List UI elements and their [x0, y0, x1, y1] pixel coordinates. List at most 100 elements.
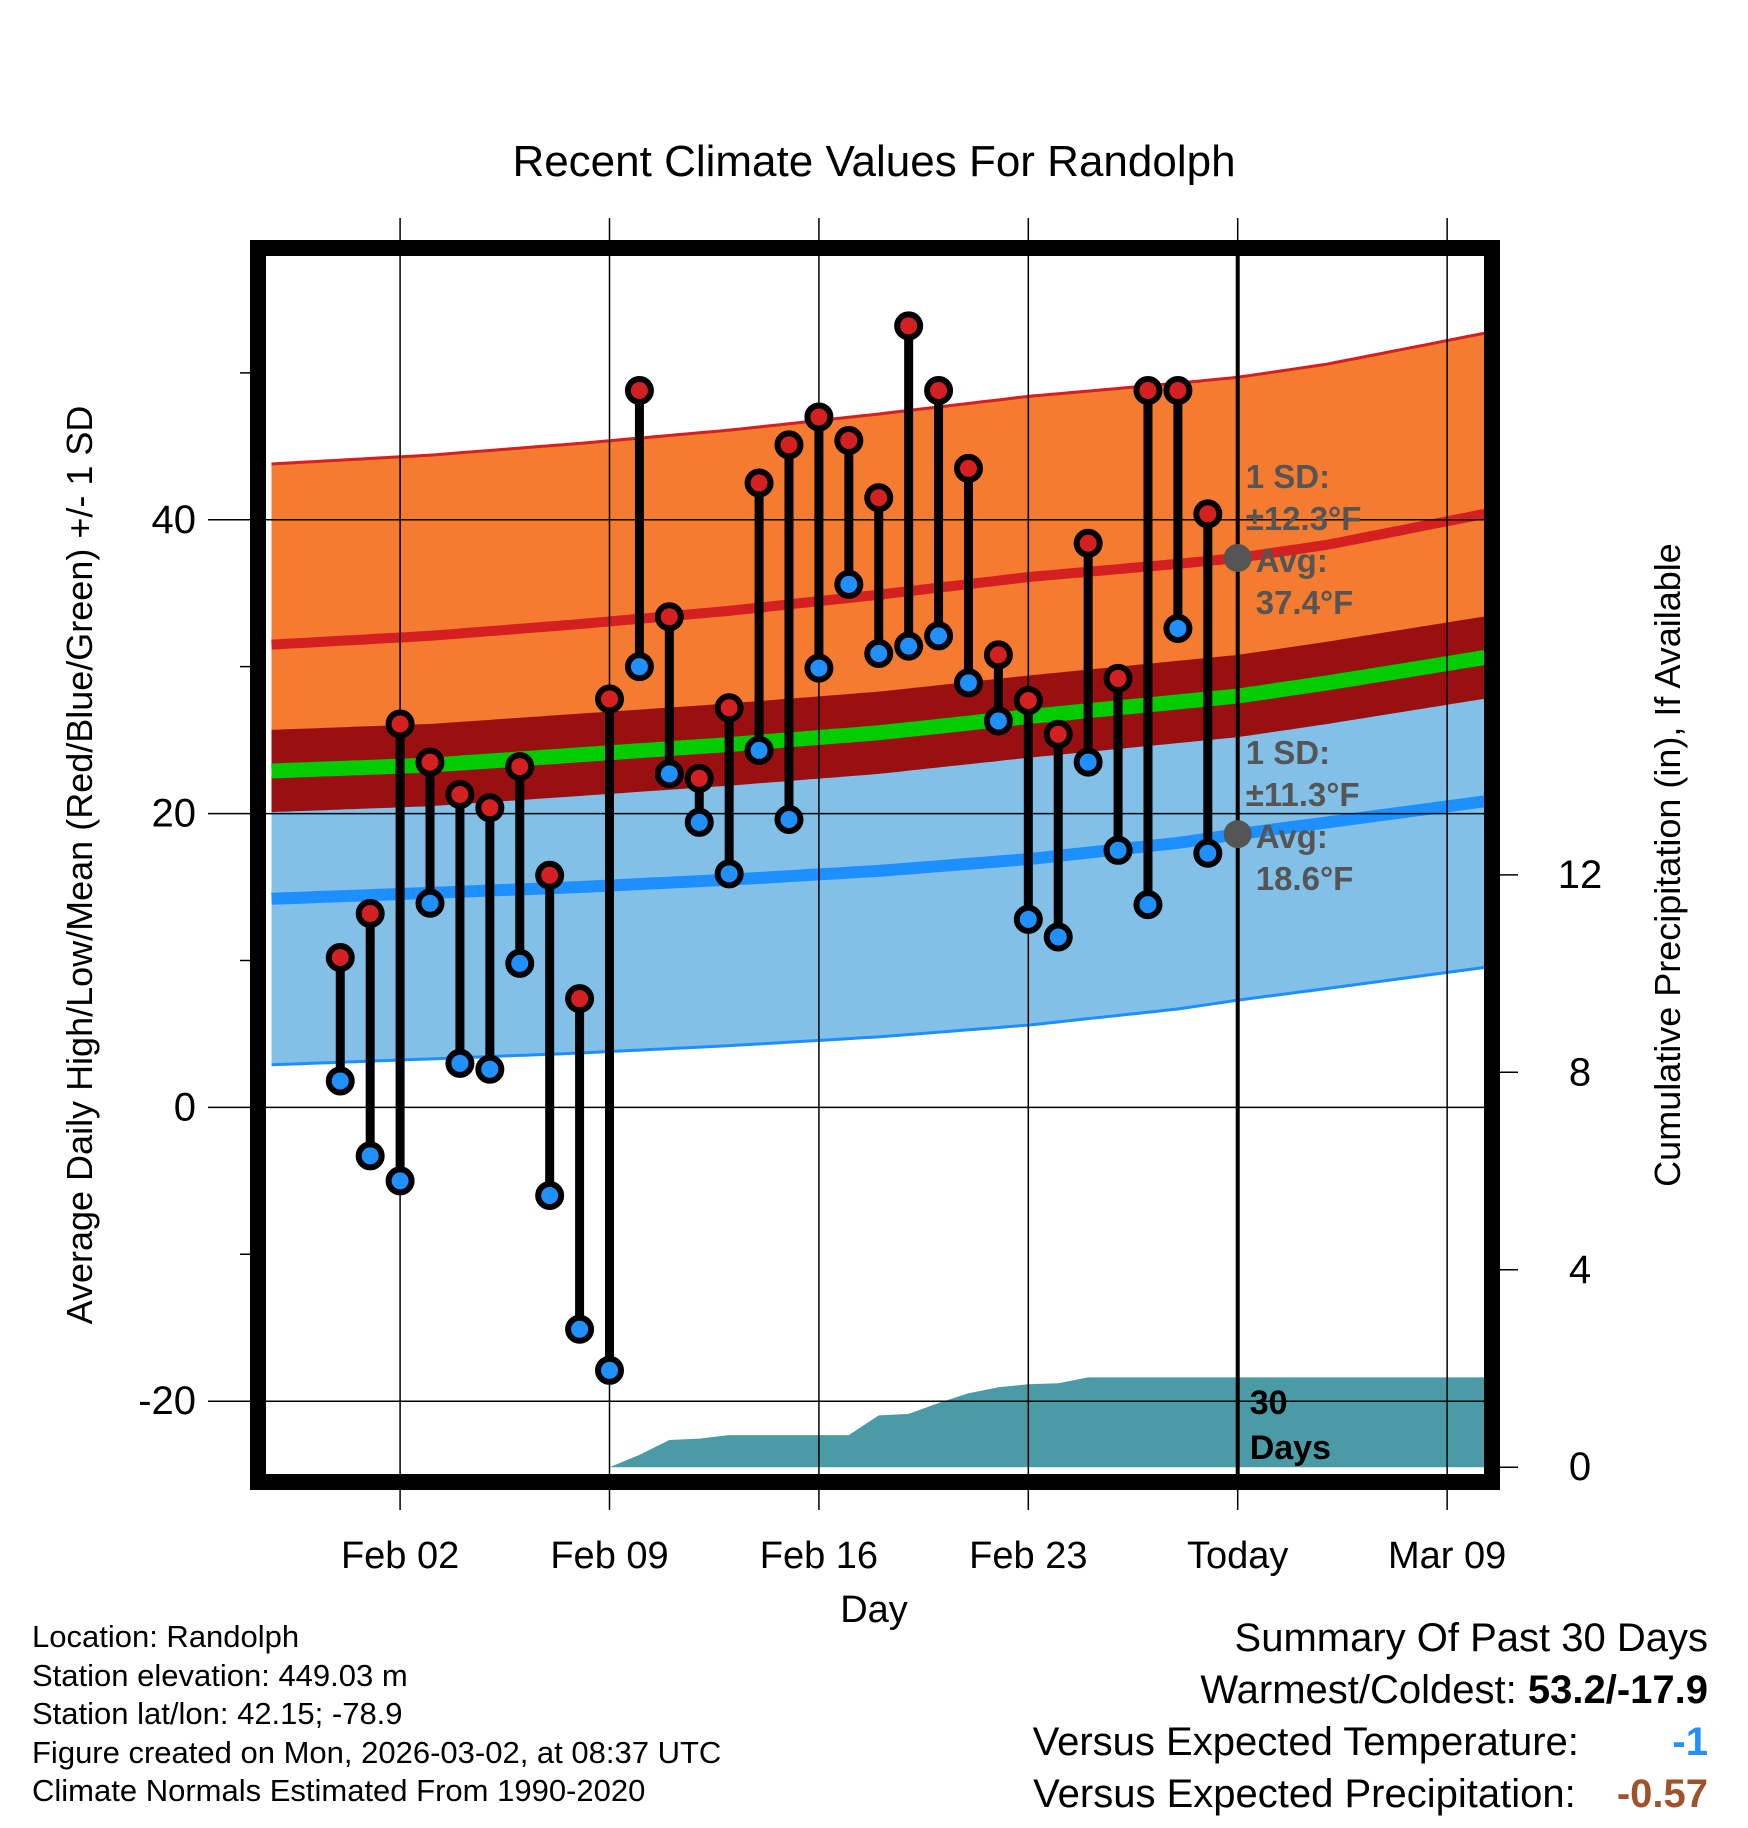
right-tick-label: 8 — [1569, 1050, 1591, 1094]
high-marker — [714, 693, 744, 723]
high-marker — [355, 898, 385, 928]
mean-normal-line — [271, 649, 1492, 779]
high-marker — [1133, 375, 1163, 405]
high-marker — [983, 640, 1013, 670]
high-annotation-sd-label: 1 SD: — [1246, 458, 1330, 495]
right-axis-ticks: 0 4 8 12 — [1492, 853, 1602, 1489]
left-axis-label: Average Daily High/Low/Mean (Red/Blue/Gr… — [59, 406, 100, 1325]
low-annotation-sd-value: ±11.3°F — [1246, 776, 1360, 813]
high-annotation-avg-value: 37.4°F — [1256, 584, 1354, 621]
left-tick-label: 20 — [152, 792, 197, 836]
created-text: Figure created on Mon, 2026-03-02, at 08… — [32, 1734, 722, 1770]
low-marker — [744, 735, 774, 765]
high-marker — [415, 747, 445, 777]
plot-area — [258, 248, 1492, 1482]
plot-frame — [250, 240, 1500, 1490]
low-avg-marker — [1223, 820, 1252, 849]
low-marker — [565, 1314, 595, 1344]
station-info: Location: Randolph Station elevation: 44… — [32, 1618, 721, 1811]
left-tick-label: 40 — [152, 498, 197, 542]
low-marker — [1133, 890, 1163, 920]
low-marker — [774, 804, 804, 834]
high-marker — [1193, 499, 1223, 529]
x-tick-label: Feb 23 — [969, 1535, 1087, 1577]
location-text: Location: Randolph — [32, 1619, 300, 1654]
high-avg-marker — [1223, 543, 1252, 572]
high-annotation-sd-value: ±12.3°F — [1246, 500, 1362, 537]
summary-title: Summary Of Past 30 Days — [1234, 1616, 1708, 1660]
low-marker — [505, 948, 535, 978]
chart-title: Recent Climate Values For Randolph — [512, 137, 1235, 186]
high-annotation-avg-label: Avg: — [1256, 542, 1328, 579]
precip-row: Versus Expected Precipitation: -0.57 — [1033, 1768, 1708, 1820]
mean-sd-band — [271, 615, 1491, 813]
x-axis-ticks: Feb 02 Feb 09 Feb 16 Feb 23 Today Mar 09 — [341, 1535, 1506, 1577]
normals-text: Climate Normals Estimated From 1990-2020 — [32, 1773, 646, 1808]
temp-label: Versus Expected Temperature: — [1032, 1720, 1579, 1764]
high-marker — [1013, 685, 1043, 715]
high-marker — [445, 779, 475, 809]
high-annotation: 1 SD: ±12.3°F Avg: 37.4°F — [1246, 458, 1362, 621]
low-marker — [325, 1066, 355, 1096]
high-marker — [864, 483, 894, 513]
x-tick-label: Mar 09 — [1388, 1535, 1506, 1577]
low-marker — [684, 807, 714, 837]
high-marker — [894, 311, 924, 341]
high-marker — [744, 468, 774, 498]
x-tick-label: Feb 16 — [760, 1535, 878, 1577]
low-marker — [624, 652, 654, 682]
precip-label: Versus Expected Precipitation: — [1033, 1772, 1576, 1816]
left-axis-ticks: -20 0 20 40 — [138, 372, 258, 1423]
low-marker — [953, 668, 983, 698]
low-annotation-avg-label: Avg: — [1256, 818, 1328, 855]
warm-cold-value: 53.2/-17.9 — [1527, 1668, 1708, 1712]
warm-cold-label: Warmest/Coldest: — [1200, 1668, 1517, 1712]
low-annotation-avg-value: 18.6°F — [1256, 860, 1354, 897]
high-marker — [1073, 528, 1103, 558]
warm-cold-row: Warmest/Coldest: 53.2/-17.9 — [1033, 1664, 1708, 1716]
latlon-text: Station lat/lon: 42.15; -78.9 — [32, 1696, 403, 1731]
high-marker — [834, 425, 864, 455]
low-annotation-sd-label: 1 SD: — [1246, 734, 1330, 771]
high-marker — [595, 684, 625, 714]
low-annotation: 1 SD: ±11.3°F Avg: 18.6°F — [1246, 734, 1360, 897]
daily-markers — [325, 311, 1223, 1385]
x-tick-label: Today — [1187, 1535, 1288, 1577]
low-marker — [714, 859, 744, 889]
high-marker — [804, 402, 834, 432]
high-marker — [1163, 375, 1193, 405]
precip-value: -0.57 — [1616, 1772, 1708, 1816]
low-marker — [1193, 838, 1223, 868]
low-marker — [804, 653, 834, 683]
low-marker — [894, 631, 924, 661]
cumulative-precipitation-area — [609, 1377, 1492, 1468]
x-tick-label: Feb 09 — [550, 1535, 668, 1577]
right-tick-label: 4 — [1569, 1248, 1591, 1292]
low-marker — [864, 638, 894, 668]
daily-range-stems — [335, 325, 1213, 1371]
high-marker — [385, 709, 415, 739]
high-marker — [684, 763, 714, 793]
temp-value: -1 — [1672, 1720, 1708, 1764]
days-count-label: 30 Days — [1250, 1384, 1331, 1467]
low-marker — [595, 1355, 625, 1385]
low-marker — [983, 706, 1013, 736]
low-marker — [445, 1048, 475, 1078]
right-tick-label: 12 — [1558, 853, 1603, 897]
left-tick-label: -20 — [138, 1379, 196, 1423]
low-marker — [654, 759, 684, 789]
high-marker — [1043, 719, 1073, 749]
high-marker — [924, 375, 954, 405]
x-axis-label: Day — [840, 1589, 908, 1631]
low-marker — [355, 1141, 385, 1171]
low-marker — [924, 621, 954, 651]
low-marker — [1073, 747, 1103, 777]
high-marker — [654, 602, 684, 632]
low-marker — [415, 888, 445, 918]
low-normal-line — [271, 794, 1492, 905]
left-tick-label: 0 — [174, 1085, 196, 1129]
high-marker — [774, 430, 804, 460]
elevation-text: Station elevation: 449.03 m — [32, 1657, 408, 1693]
high-marker — [505, 752, 535, 782]
